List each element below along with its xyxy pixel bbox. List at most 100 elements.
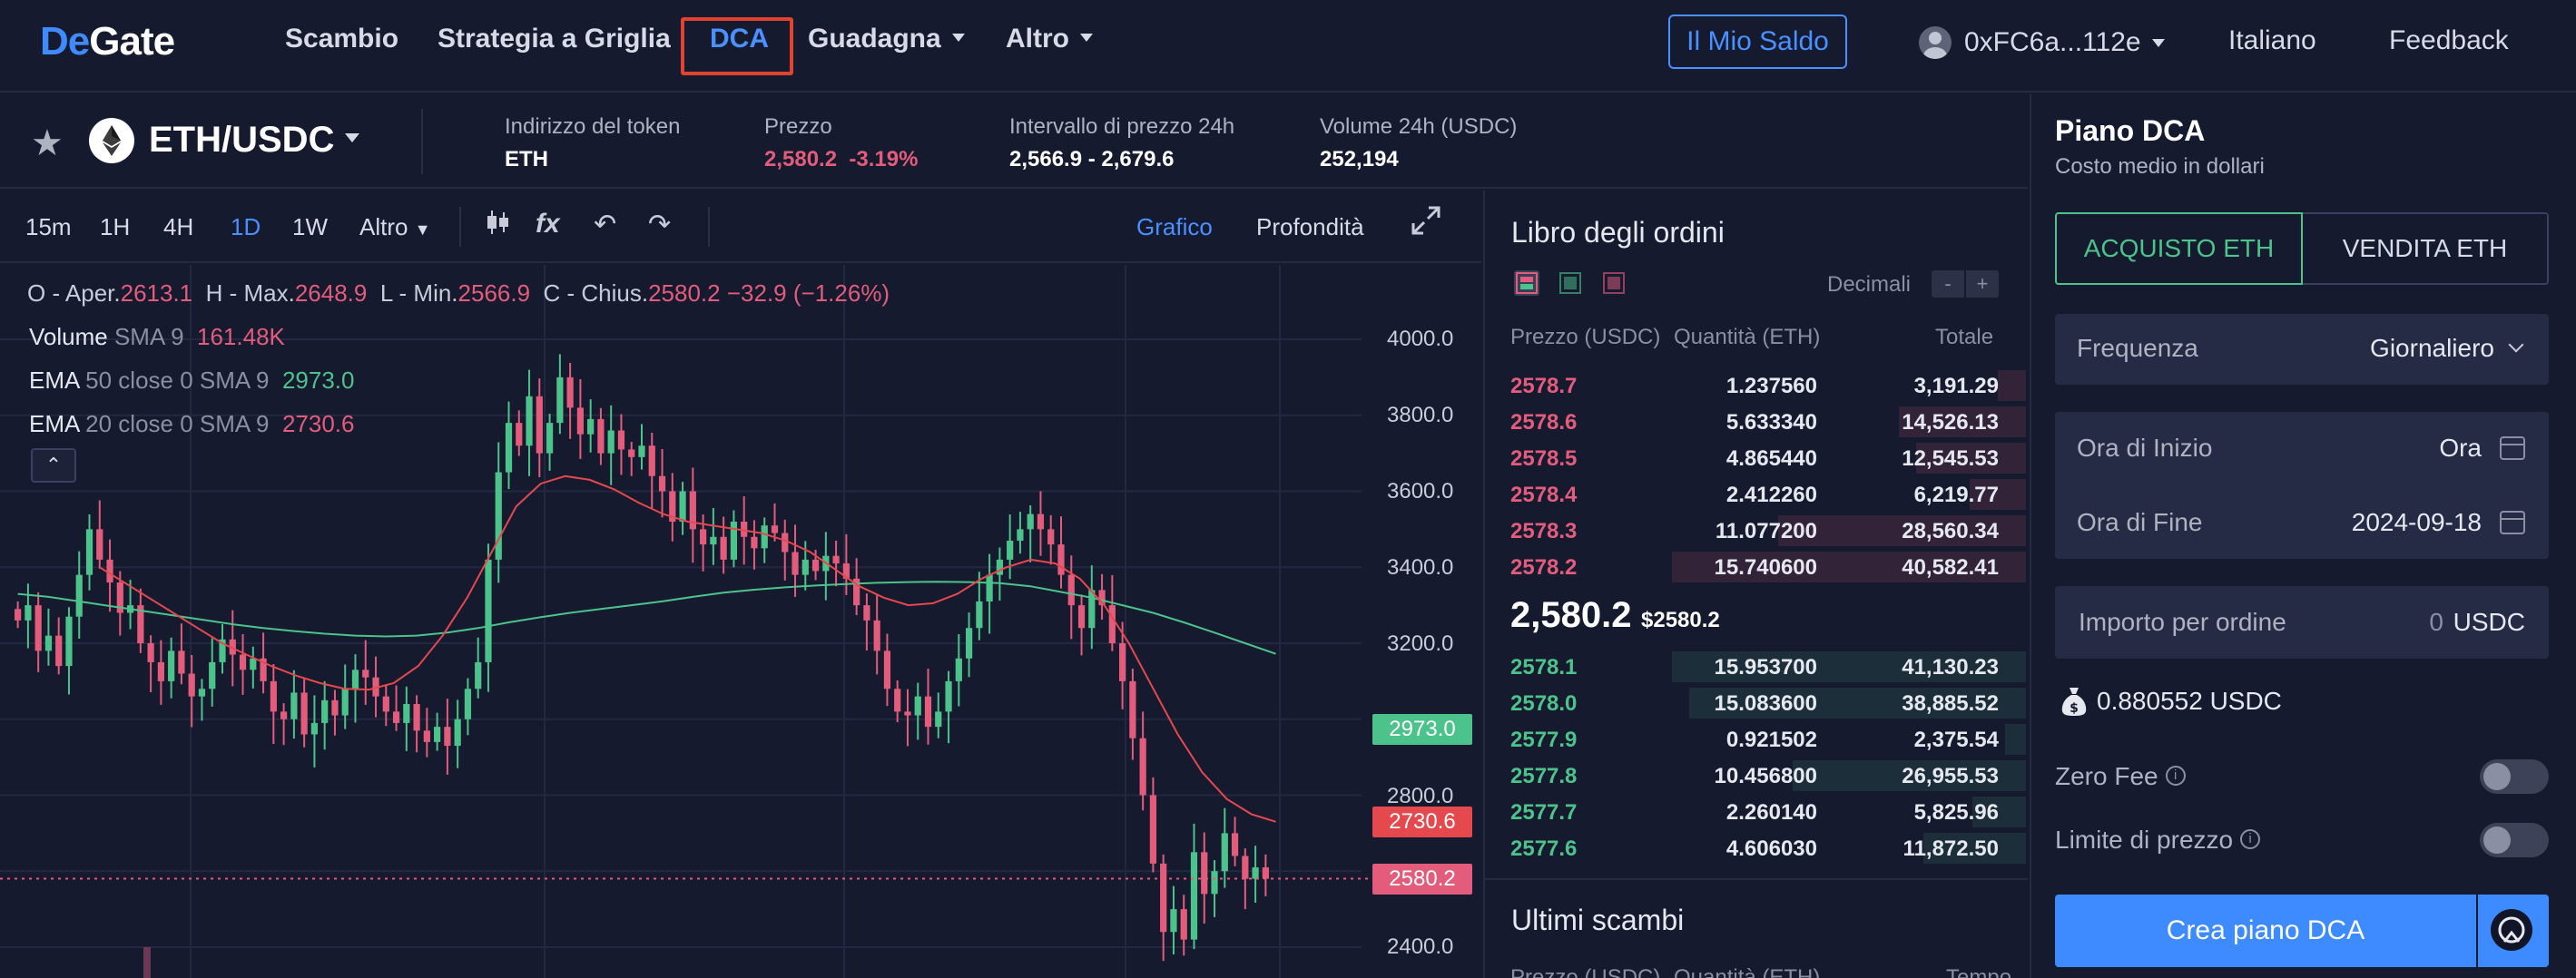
candle-body xyxy=(382,696,389,712)
wallet-bag-icon: $ xyxy=(2060,686,2088,717)
logo-gate: Gate xyxy=(89,19,175,64)
token-address-value: ETH xyxy=(505,147,548,171)
pair-label: ETH/USDC xyxy=(149,120,335,160)
info-icon[interactable]: i xyxy=(2240,828,2261,849)
redo-icon[interactable]: ↷ xyxy=(648,210,672,240)
candle-body xyxy=(290,692,298,719)
row-price: 2578.4 xyxy=(1510,483,1578,507)
depth-bar xyxy=(1778,515,2026,546)
ask-row[interactable]: 2578.4 2.412260 6,219.77 xyxy=(1510,477,2026,512)
nav-strategia-griglia[interactable]: Strategia a Griglia xyxy=(438,24,671,54)
depth-bar xyxy=(1923,833,2026,864)
dca-title: Piano DCA xyxy=(2055,114,2206,147)
nav-guadagna[interactable]: Guadagna xyxy=(808,24,965,54)
bid-row[interactable]: 2578.0 15.083600 38,885.52 xyxy=(1510,686,2026,720)
nav-altro[interactable]: Altro xyxy=(1006,24,1093,54)
timeframe-1w[interactable]: 1W xyxy=(292,213,328,240)
chevron-down-icon xyxy=(1080,33,1093,42)
ask-row[interactable]: 2578.7 1.237560 3,191.29 xyxy=(1510,368,2026,403)
price-chart[interactable] xyxy=(0,265,1481,978)
fullscreen-icon[interactable] xyxy=(1411,205,1441,243)
tab-depth[interactable]: Profondità xyxy=(1256,213,1364,240)
row-qty: 4.606030 xyxy=(1726,836,1817,861)
zero-fee-toggle[interactable] xyxy=(2480,759,2549,794)
candle-body xyxy=(229,639,236,655)
asks-view-icon[interactable] xyxy=(1601,270,1627,296)
candle-body xyxy=(638,445,645,457)
end-time-field[interactable]: Ora di Fine 2024-09-18 xyxy=(2055,484,2549,559)
degate-logo[interactable]: De Gate xyxy=(40,19,175,64)
depth-bar xyxy=(2005,724,2026,755)
timeframe-1h[interactable]: 1H xyxy=(100,213,131,240)
create-dca-plan-button[interactable]: Crea piano DCA xyxy=(2055,895,2476,967)
timeframe-more[interactable]: Altro ▼ xyxy=(359,213,431,241)
buy-eth-tab[interactable]: ACQUISTO ETH xyxy=(2055,212,2303,285)
sell-eth-tab[interactable]: VENDITA ETH xyxy=(2303,212,2549,285)
calendar-icon xyxy=(2500,436,2525,460)
info-icon[interactable]: i xyxy=(2165,765,2186,786)
nav-scambio[interactable]: Scambio xyxy=(285,24,399,54)
undo-icon[interactable]: ↶ xyxy=(594,210,617,240)
candle-body xyxy=(505,423,513,473)
candle-body xyxy=(1149,795,1157,864)
low-label: L - Min. xyxy=(379,279,458,307)
language-selector[interactable]: Italiano xyxy=(2228,25,2316,55)
row-price: 2578.0 xyxy=(1510,691,1578,716)
ema20-sub: 20 close 0 SMA 9 xyxy=(85,410,270,437)
account-menu[interactable]: 0xFC6a...112e xyxy=(1919,22,2165,64)
support-icon[interactable] xyxy=(2478,895,2549,967)
ema50-indicator[interactable]: EMA 50 close 0 SMA 9 2973.0 xyxy=(29,367,354,395)
timeframe-15m[interactable]: 15m xyxy=(25,213,72,240)
bids-view-icon[interactable] xyxy=(1558,270,1583,296)
ask-row[interactable]: 2578.6 5.633340 14,526.13 xyxy=(1510,405,2026,439)
candle-body xyxy=(679,491,686,522)
row-qty: 0.921502 xyxy=(1726,728,1817,752)
candlestick-chart[interactable] xyxy=(0,265,1481,978)
bid-row[interactable]: 2577.6 4.606030 11,872.50 xyxy=(1510,831,2026,866)
my-balance-button[interactable]: Il Mio Saldo xyxy=(1668,15,1847,69)
both-sides-view-icon[interactable] xyxy=(1514,270,1539,296)
candle-body xyxy=(1180,909,1187,940)
volume-24h-label: Volume 24h (USDC) xyxy=(1320,114,1518,139)
ask-row[interactable]: 2578.2 15.740600 40,582.41 xyxy=(1510,550,2026,584)
row-total: 40,582.41 xyxy=(1902,555,1999,580)
pair-selector[interactable]: ETH/USDC xyxy=(149,120,360,161)
candle-body xyxy=(751,536,758,549)
bid-row[interactable]: 2577.7 2.260140 5,825.96 xyxy=(1510,795,2026,829)
candle-body xyxy=(413,704,420,731)
ask-row[interactable]: 2578.3 11.077200 28,560.34 xyxy=(1510,513,2026,548)
candle-body xyxy=(1242,856,1249,879)
candle-body xyxy=(587,418,595,435)
start-time-field[interactable]: Ora di Inizio Ora xyxy=(2055,412,2549,484)
tab-chart[interactable]: Grafico xyxy=(1136,213,1213,240)
candle-body xyxy=(475,661,482,689)
candle-body xyxy=(65,616,73,667)
bid-row[interactable]: 2577.8 10.456800 26,955.53 xyxy=(1510,758,2026,793)
timeframe-1d[interactable]: 1D xyxy=(231,213,261,240)
candle-body xyxy=(1252,867,1259,879)
candle-body xyxy=(976,601,983,629)
candle-body xyxy=(15,609,22,621)
candle-body xyxy=(260,658,267,681)
star-icon[interactable]: ★ xyxy=(31,123,64,163)
nav-dca[interactable]: DCA xyxy=(710,24,769,54)
ask-row[interactable]: 2578.5 4.865440 12,545.53 xyxy=(1510,441,2026,475)
candle-body xyxy=(495,472,502,560)
price-limit-toggle[interactable] xyxy=(2480,823,2549,857)
decimals-plus-button[interactable]: + xyxy=(1966,270,1999,298)
bid-row[interactable]: 2578.1 15.953700 41,130.23 xyxy=(1510,650,2026,684)
bid-row[interactable]: 2577.9 0.921502 2,375.54 xyxy=(1510,722,2026,757)
candle-type-icon[interactable] xyxy=(485,209,510,243)
row-qty: 4.865440 xyxy=(1726,446,1817,471)
timeframe-4h[interactable]: 4H xyxy=(163,213,194,240)
amount-per-order-field[interactable]: Importo per ordine 0 USDC xyxy=(2055,586,2549,659)
feedback-link[interactable]: Feedback xyxy=(2389,25,2509,55)
frequency-select[interactable]: Frequenza Giornaliero xyxy=(2055,314,2549,385)
candle-body xyxy=(782,533,789,553)
collapse-legend-button[interactable]: ⌃ xyxy=(31,448,76,483)
volume-indicator[interactable]: Volume SMA 9 161.48K xyxy=(29,323,285,351)
ema20-indicator[interactable]: EMA 20 close 0 SMA 9 2730.6 xyxy=(29,410,354,438)
indicators-fx-icon[interactable]: fx xyxy=(536,209,560,239)
candle-body xyxy=(44,635,53,651)
decimals-minus-button[interactable]: - xyxy=(1932,270,1964,298)
